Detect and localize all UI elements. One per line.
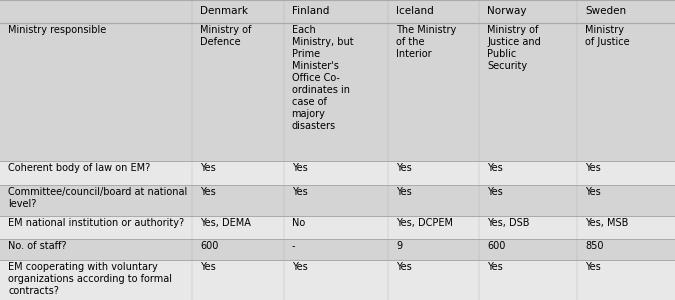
Text: Ministry of
Defence: Ministry of Defence bbox=[200, 25, 252, 47]
Text: Finland: Finland bbox=[292, 6, 329, 16]
Bar bbox=[388, 0, 479, 23]
Text: The Ministry
of the
Interior: The Ministry of the Interior bbox=[396, 25, 456, 59]
Text: Sweden: Sweden bbox=[585, 6, 626, 16]
Text: Ministry of
Justice and
Public
Security: Ministry of Justice and Public Security bbox=[487, 25, 541, 71]
Text: Yes: Yes bbox=[487, 187, 503, 197]
Text: Yes: Yes bbox=[200, 164, 216, 173]
Text: Yes: Yes bbox=[487, 164, 503, 173]
Bar bbox=[284, 0, 388, 23]
Text: Iceland: Iceland bbox=[396, 6, 434, 16]
Text: 9: 9 bbox=[396, 241, 402, 251]
Text: Yes: Yes bbox=[396, 187, 412, 197]
Text: Yes: Yes bbox=[200, 187, 216, 197]
Text: Ministry
of Justice: Ministry of Justice bbox=[585, 25, 630, 47]
Text: Yes, DCPEM: Yes, DCPEM bbox=[396, 218, 453, 228]
Text: Yes: Yes bbox=[292, 187, 307, 197]
Text: Each
Ministry, but
Prime
Minister's
Office Co-
ordinates in
case of
majory
disas: Each Ministry, but Prime Minister's Offi… bbox=[292, 25, 353, 131]
Text: Committee/council/board at national
level?: Committee/council/board at national leve… bbox=[8, 187, 188, 209]
Bar bbox=[0, 215, 675, 239]
Text: EM cooperating with voluntary
organizations according to formal
contracts?: EM cooperating with voluntary organizati… bbox=[8, 262, 172, 296]
Text: Coherent body of law on EM?: Coherent body of law on EM? bbox=[8, 164, 151, 173]
Bar bbox=[0, 0, 192, 23]
Bar bbox=[479, 0, 577, 23]
Text: -: - bbox=[292, 241, 295, 251]
Text: Yes: Yes bbox=[396, 262, 412, 272]
Text: No. of staff?: No. of staff? bbox=[8, 241, 67, 251]
Bar bbox=[0, 161, 675, 185]
Text: Denmark: Denmark bbox=[200, 6, 248, 16]
Bar bbox=[577, 0, 675, 23]
Text: Yes: Yes bbox=[585, 262, 601, 272]
Text: EM national institution or authority?: EM national institution or authority? bbox=[8, 218, 184, 228]
Bar bbox=[0, 260, 675, 300]
Text: Yes, MSB: Yes, MSB bbox=[585, 218, 628, 228]
Text: Ministry responsible: Ministry responsible bbox=[8, 25, 107, 35]
Bar bbox=[0, 185, 675, 215]
Text: Yes: Yes bbox=[396, 164, 412, 173]
Text: 600: 600 bbox=[487, 241, 506, 251]
Text: Norway: Norway bbox=[487, 6, 527, 16]
Bar bbox=[192, 0, 284, 23]
Text: Yes: Yes bbox=[200, 262, 216, 272]
Text: Yes, DEMA: Yes, DEMA bbox=[200, 218, 251, 228]
Text: 850: 850 bbox=[585, 241, 603, 251]
Bar bbox=[0, 239, 675, 260]
Text: Yes, DSB: Yes, DSB bbox=[487, 218, 530, 228]
Text: Yes: Yes bbox=[585, 187, 601, 197]
Bar bbox=[0, 23, 675, 161]
Text: No: No bbox=[292, 218, 305, 228]
Text: Yes: Yes bbox=[585, 164, 601, 173]
Text: Yes: Yes bbox=[292, 262, 307, 272]
Text: 600: 600 bbox=[200, 241, 219, 251]
Text: Yes: Yes bbox=[487, 262, 503, 272]
Text: Yes: Yes bbox=[292, 164, 307, 173]
